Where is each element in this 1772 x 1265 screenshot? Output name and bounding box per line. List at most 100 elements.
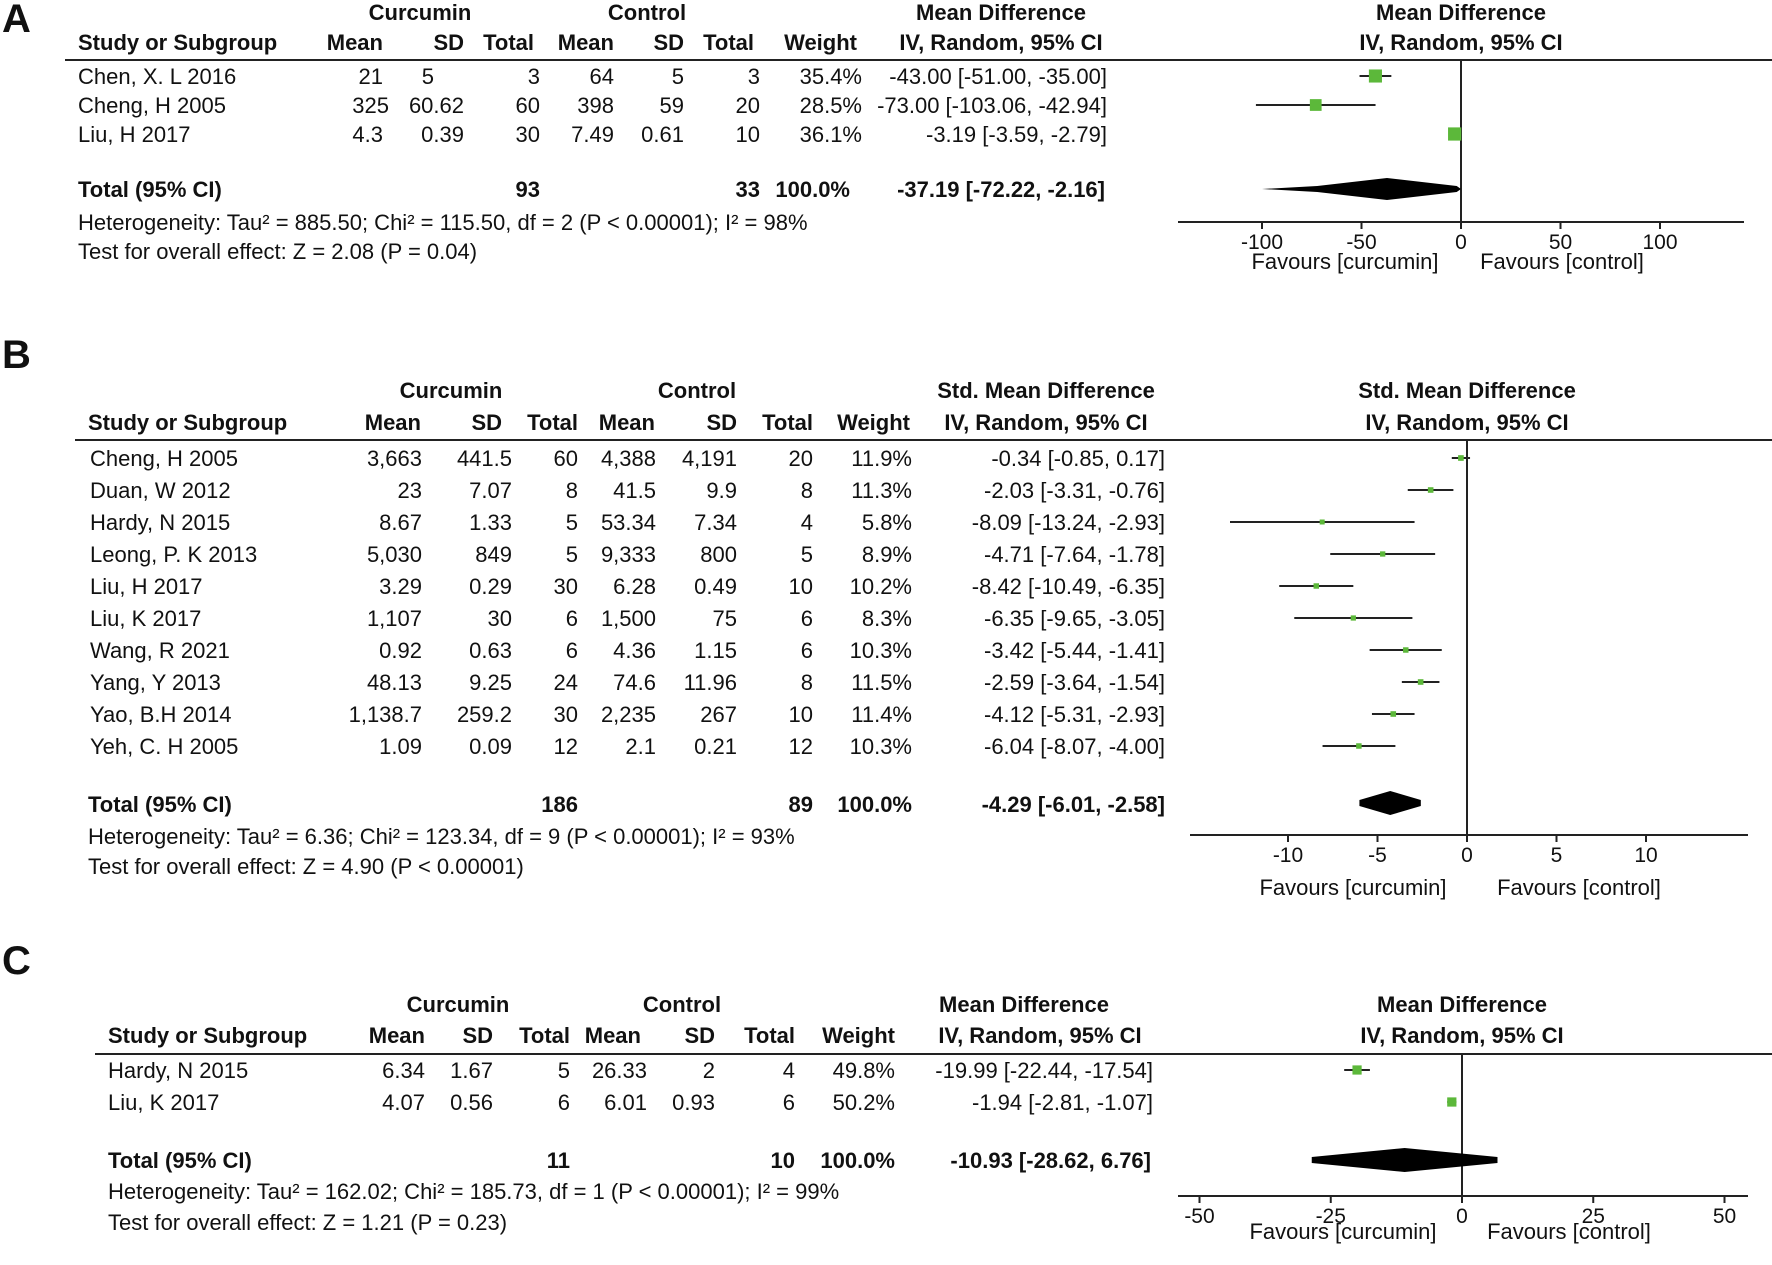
study-name: Hardy, N 2015: [108, 1058, 249, 1083]
study-square: [1313, 583, 1320, 589]
total-n2: 10: [770, 1148, 795, 1173]
plot-method: IV, Random, 95% CI: [1365, 410, 1569, 435]
plot-title: Std. Mean Difference: [1358, 378, 1576, 403]
forest-plot-area: -100 -50 0 50 100: [1178, 60, 1744, 254]
favours-left-label: Favours [curcumin]: [1259, 875, 1447, 900]
weight: 11.4%: [851, 702, 912, 727]
study-square: [1350, 615, 1356, 621]
total1: 5: [565, 510, 578, 535]
plot-method: IV, Random, 95% CI: [1360, 1023, 1564, 1048]
weight: 5.8%: [861, 510, 912, 535]
axis-tick-label: -100: [1241, 231, 1283, 254]
study-col-header: Study or Subgroup: [108, 1023, 308, 1048]
mean2-header: Mean: [557, 30, 614, 55]
study-name: Liu, K 2017: [90, 606, 202, 631]
mean2-header: Mean: [584, 1023, 641, 1048]
mean1: 0.92: [379, 638, 422, 663]
sd1: 0.63: [469, 638, 512, 663]
weight: 49.8%: [832, 1058, 895, 1083]
sd1-header: SD: [462, 1023, 493, 1048]
total2: 8: [800, 670, 813, 695]
sd1: 7.07: [469, 478, 512, 503]
sd2: 11.96: [683, 670, 737, 695]
sd2: 4,191: [681, 446, 737, 471]
total1: 30: [515, 122, 540, 147]
forest-panel-b: B Curcumin Control Std. Mean Difference …: [0, 333, 1772, 925]
weight: 11.5%: [851, 670, 912, 695]
total2: 8: [800, 478, 813, 503]
sd2: 5: [671, 64, 684, 89]
study-name: Cheng, H 2005: [78, 93, 226, 118]
sd1-header: SD: [433, 30, 464, 55]
mean2: 64: [589, 64, 614, 89]
sd1: 60.62: [408, 93, 464, 118]
ci-text: -19.99 [-22.44, -17.54]: [935, 1058, 1153, 1083]
panel-label: A: [2, 0, 31, 41]
total1-header: Total: [519, 1023, 570, 1048]
mean1: 21: [358, 64, 383, 89]
effect-title: Mean Difference: [916, 0, 1086, 25]
weight: 11.3%: [851, 478, 912, 503]
total1: 30: [553, 702, 578, 727]
sd2: 1.15: [694, 638, 737, 663]
weight: 50.2%: [832, 1090, 895, 1115]
total-ci-text: -37.19 [-72.22, -2.16]: [897, 177, 1105, 202]
mean1: 4.07: [382, 1090, 425, 1115]
sd2: 267: [700, 702, 737, 727]
effect-method: IV, Random, 95% CI: [944, 410, 1148, 435]
group1-header: Curcumin: [368, 0, 472, 25]
total1: 5: [565, 542, 578, 567]
sd1: 9.25: [469, 670, 512, 695]
ci-text: -2.59 [-3.64, -1.54]: [984, 670, 1165, 695]
total1: 30: [553, 574, 578, 599]
mean1-header: Mean: [364, 410, 421, 435]
total2: 6: [800, 606, 813, 631]
study-square: [1403, 647, 1409, 653]
total1: 60: [553, 446, 578, 471]
total-label: Total (95% CI): [78, 177, 222, 202]
axis-tick-label: 10: [1634, 844, 1657, 867]
mean2: 74.6: [613, 670, 656, 695]
effect-title: Mean Difference: [939, 992, 1109, 1017]
mean1: 5,030: [366, 542, 422, 567]
total2-header: Total: [762, 410, 813, 435]
total-label: Total (95% CI): [108, 1148, 252, 1173]
sd1: 0.56: [450, 1090, 493, 1115]
favours-right-label: Favours [control]: [1487, 1219, 1651, 1244]
weight: 10.3%: [849, 638, 912, 663]
total1: 6: [565, 606, 578, 631]
sd2-header: SD: [653, 30, 684, 55]
favours-left-label: Favours [curcumin]: [1251, 249, 1439, 274]
sd2: 0.93: [672, 1090, 715, 1115]
total2: 12: [788, 734, 813, 759]
pooled-diamond: [1262, 178, 1461, 200]
mean1: 1.09: [379, 734, 422, 759]
header-rule: [95, 1053, 1772, 1055]
axis-tick-label: 50: [1713, 1205, 1736, 1228]
weight: 10.3%: [849, 734, 912, 759]
mean2: 6.01: [604, 1090, 647, 1115]
group2-header: Control: [657, 378, 737, 403]
study-name: Cheng, H 2005: [90, 446, 238, 471]
study-square: [1390, 711, 1397, 717]
total-label: Total (95% CI): [88, 792, 232, 817]
total-ci-text: -10.93 [-28.62, 6.76]: [950, 1148, 1151, 1173]
axis-tick-label: 0: [1455, 231, 1467, 254]
total2: 3: [747, 64, 760, 89]
study-square: [1309, 99, 1322, 111]
forest-plot-area: -10 -5 0 5 10: [1190, 440, 1748, 867]
sd1-header: SD: [471, 410, 502, 435]
ci-text: -4.12 [-5.31, -2.93]: [984, 702, 1165, 727]
ci-text: -43.00 [-51.00, -35.00]: [889, 64, 1107, 89]
overall-effect-text: Test for overall effect: Z = 1.21 (P = 0…: [108, 1210, 508, 1235]
mean2: 7.49: [571, 122, 614, 147]
sd2: 0.61: [641, 122, 684, 147]
study-name: Yeh, C. H 2005: [90, 734, 239, 759]
favours-right-label: Favours [control]: [1497, 875, 1661, 900]
total1: 5: [557, 1058, 570, 1083]
ci-text: -4.71 [-7.64, -1.78]: [984, 542, 1165, 567]
mean1: 6.34: [382, 1058, 425, 1083]
total1: 6: [565, 638, 578, 663]
mean2: 4.36: [613, 638, 656, 663]
heterogeneity-text: Heterogeneity: Tau² = 885.50; Chi² = 115…: [78, 210, 808, 235]
